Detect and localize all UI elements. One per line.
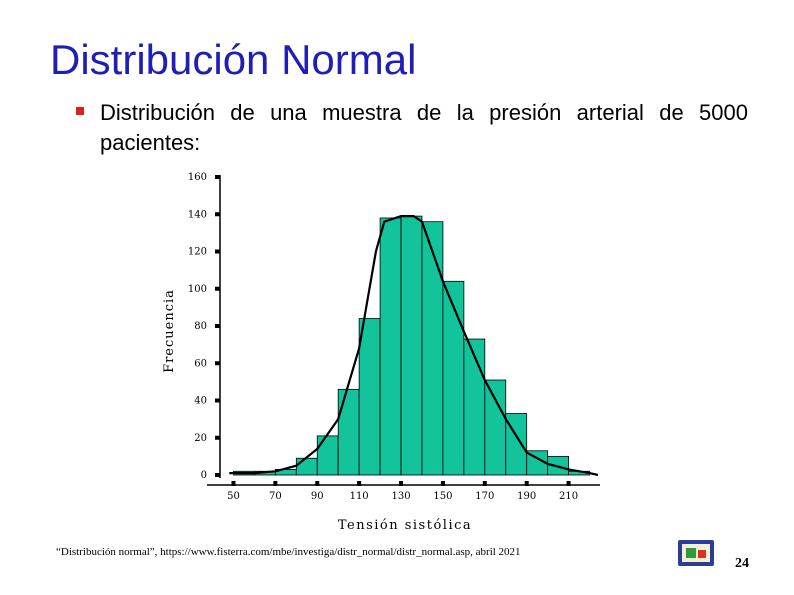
y-tick-label: 80 [194, 321, 207, 332]
histogram-bar [337, 388, 360, 476]
x-tick-mark [566, 481, 571, 486]
citation-text: “Distribución normal”, https://www.fiste… [56, 546, 521, 558]
histogram-bar [484, 379, 507, 476]
nav-icon-graphic [678, 540, 714, 566]
y-tick-label: 0 [201, 470, 207, 481]
histogram-bar [379, 217, 402, 476]
x-axis: 50 70 90 110 130 150 170 190 210 [207, 481, 600, 502]
y-tick-mark [215, 361, 220, 366]
x-tick-mark [440, 481, 445, 486]
slide-navigation-icon[interactable] [678, 540, 714, 566]
x-tick-mark [273, 481, 278, 486]
y-tick-label: 100 [188, 284, 207, 295]
x-tick-label: 150 [433, 491, 452, 502]
y-tick-label: 60 [194, 358, 207, 369]
x-tick-label: 190 [517, 491, 536, 502]
y-axis-label: Frecuencia [162, 289, 177, 373]
x-tick-label: 110 [350, 491, 369, 502]
page-number: 24 [735, 556, 749, 571]
y-tick-mark [215, 175, 220, 179]
x-tick-mark [315, 481, 320, 486]
bullet-square-icon [76, 107, 84, 115]
histogram-bar [463, 338, 486, 476]
bullet-text: Distribución de una muestra de la presió… [100, 100, 748, 155]
y-axis: 0 20 40 60 80 100 120 140 160 [188, 172, 221, 481]
y-tick-mark [215, 435, 220, 440]
histogram-bar [316, 435, 339, 476]
y-tick-mark [215, 286, 220, 291]
histogram-bar [421, 221, 444, 476]
x-tick-label: 170 [475, 491, 494, 502]
bullet-point: Distribución de una muestra de la presió… [76, 98, 748, 158]
slide-title: Distribución Normal [50, 36, 417, 83]
histogram-bar [358, 318, 381, 476]
histogram-bar [442, 280, 465, 476]
y-tick-label: 120 [188, 247, 207, 258]
histogram-bars [233, 215, 590, 476]
histogram-bar [295, 457, 318, 476]
x-tick-label: 90 [311, 491, 324, 502]
x-axis-label: Tensión sistólica [338, 518, 472, 533]
y-tick-label: 140 [188, 209, 207, 220]
y-tick-label: 20 [194, 433, 207, 444]
x-tick-mark [357, 481, 362, 486]
x-tick-label: 70 [269, 491, 282, 502]
x-tick-mark [399, 481, 404, 486]
y-tick-mark [215, 473, 220, 477]
y-tick-label: 160 [188, 172, 207, 183]
x-tick-mark [524, 481, 529, 486]
x-tick-mark [482, 481, 487, 486]
histogram-bar [400, 215, 423, 476]
y-tick-mark [215, 398, 220, 403]
x-tick-label: 130 [391, 491, 410, 502]
x-tick-label: 210 [559, 491, 578, 502]
x-tick-label: 50 [227, 491, 240, 502]
histogram-chart: 0 20 40 60 80 100 120 140 160 50 70 90 110 130 150 170… [162, 172, 600, 533]
normal-curve [229, 215, 599, 477]
y-tick-mark [215, 212, 220, 217]
x-tick-mark [231, 481, 236, 486]
y-tick-label: 40 [194, 396, 207, 407]
y-tick-mark [215, 249, 220, 254]
y-tick-mark [215, 324, 220, 328]
